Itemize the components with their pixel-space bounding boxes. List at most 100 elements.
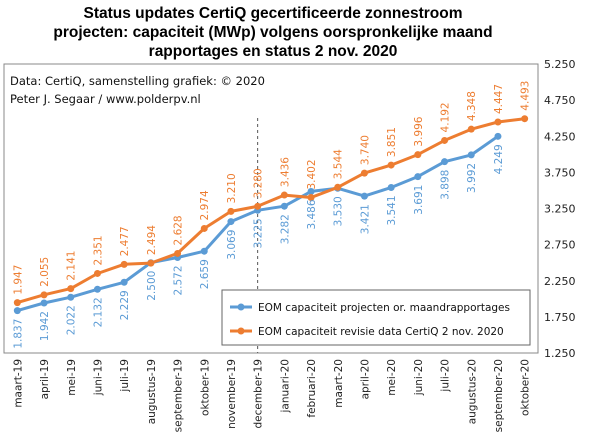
x-tick-label: mei-20 — [386, 359, 398, 396]
series-2-data-label: 3.280 — [253, 168, 265, 198]
series-2-data-label: 2.477 — [119, 226, 131, 256]
chart-title: Status updates CertiQ gecertificeerde zo… — [53, 5, 492, 60]
data-labels: 1.837 1.942 2.022 2.132 2.229 2.500 2.572 2.659… — [12, 81, 531, 349]
series-1-data-label: 2.659 — [199, 259, 211, 289]
legend-box — [221, 289, 531, 346]
series-1-data-label: 4.249 — [493, 144, 505, 174]
y-tick-label: 3.750 — [544, 166, 576, 179]
series-2-point — [200, 224, 208, 232]
series-2-data-label: 2.628 — [173, 215, 185, 245]
series-1-data-label: 3.225 — [253, 218, 265, 248]
series-1-data-label: 3.069 — [226, 230, 238, 260]
series-2-point — [147, 259, 155, 267]
series-1-point — [307, 187, 315, 195]
y-tick-label: 5.250 — [544, 58, 576, 71]
series-2-data-label: 4.493 — [520, 81, 532, 111]
series-1-data-label: 2.132 — [92, 297, 104, 327]
series-2-point — [334, 183, 342, 191]
series-1-point — [360, 192, 368, 200]
series-2-point — [387, 161, 395, 169]
series-1-data-label: 3.541 — [386, 195, 398, 225]
x-tick-label: oktober-20 — [520, 359, 532, 416]
legend-marker-series-2 — [237, 327, 245, 335]
x-tick-label: augustus-20 — [466, 359, 478, 424]
series-2-point — [521, 115, 529, 123]
series-2-point — [40, 291, 48, 299]
series-1-point — [441, 158, 449, 166]
series-2-data-label: 3.402 — [306, 159, 318, 189]
series-1-point — [200, 247, 208, 255]
series-2-point — [467, 125, 475, 133]
series-1-point — [467, 151, 475, 159]
series-2-point — [360, 169, 368, 177]
series-2-data-label: 3.436 — [279, 157, 291, 187]
x-tick-label: augustus-19 — [146, 359, 158, 424]
x-tick-label: juli-20 — [440, 359, 452, 393]
series-2-data-label: 1.947 — [12, 265, 24, 295]
source-line-2: Peter J. Segaar / www.polderpv.nl — [10, 92, 201, 106]
series-2-point — [93, 269, 101, 277]
series-1-data-label: 1.942 — [39, 311, 51, 341]
series-1-point — [40, 299, 48, 307]
series-1-point — [387, 183, 395, 191]
legend-marker-series-1 — [237, 303, 245, 311]
series-2-data-label: 2.351 — [92, 235, 104, 265]
series-1-data-label: 2.572 — [173, 265, 185, 295]
y-tick-label: 3.250 — [544, 203, 576, 216]
series-2-data-label: 3.851 — [386, 127, 398, 157]
x-tick-label: januari-20 — [279, 359, 291, 413]
series-2-point — [441, 136, 449, 144]
x-tick-label: november-19 — [226, 359, 238, 429]
series-2-data-label: 2.974 — [199, 190, 211, 220]
y-tick-label: 4.250 — [544, 130, 576, 143]
source-line-1: Data: CertiQ, samenstelling grafiek: © 2… — [10, 74, 265, 88]
y-tick-label: 2.250 — [544, 275, 576, 288]
x-axis: maart-19 april-19 mei-19 juni-19 juli-19 augu… — [12, 359, 531, 432]
chart-title-line-3: rapportages en status 2 nov. 2020 — [149, 43, 398, 60]
series-1-data-label: 2.229 — [119, 290, 131, 320]
legend-label-series-1: EOM capaciteit projecten or. maandrappor… — [258, 302, 510, 314]
series-2-point — [227, 207, 235, 215]
legend: EOM capaciteit projecten or. maandrappor… — [221, 289, 531, 346]
series-1-point — [67, 293, 75, 301]
y-axis: 1.250 1.750 2.250 2.750 3.250 3.750 4.250 4.750… — [544, 58, 576, 360]
series-1-data-label: 2.500 — [146, 271, 158, 301]
x-tick-label: april-20 — [359, 359, 371, 399]
series-2-point — [120, 260, 128, 268]
series-2-point — [174, 249, 182, 257]
series-1-data-label: 3.421 — [359, 204, 371, 234]
series-1-point — [414, 173, 422, 181]
x-tick-label: september-20 — [493, 359, 505, 432]
x-tick-label: mei-19 — [66, 359, 78, 396]
legend-label-series-2: EOM capaciteit revisie data CertiQ 2 nov… — [258, 326, 504, 338]
series-1-point — [120, 278, 128, 286]
series-2-data-label: 2.055 — [39, 257, 51, 287]
series-2-data-label: 3.210 — [226, 173, 238, 203]
y-tick-label: 1.250 — [544, 347, 576, 360]
series-1-point — [13, 307, 21, 315]
series-1-point — [93, 285, 101, 293]
series-1-data-label: 3.898 — [440, 170, 452, 200]
series-2-point — [414, 151, 422, 159]
series-1-data-label: 1.837 — [12, 319, 24, 349]
series-2-point — [494, 118, 502, 126]
x-tick-label: maart-19 — [12, 359, 24, 408]
series-2-data-label: 2.141 — [66, 251, 78, 281]
series-1-data-label: 3.530 — [333, 196, 345, 226]
series-2-data-label: 3.740 — [359, 135, 371, 165]
x-tick-label: oktober-19 — [199, 359, 211, 416]
series-2-point — [280, 191, 288, 199]
x-tick-label: februari-20 — [306, 359, 318, 418]
series-1-data-label: 3.282 — [279, 214, 291, 244]
series-2-point — [307, 194, 315, 202]
series-1-data-label: 3.486 — [306, 199, 318, 229]
y-tick-label: 1.750 — [544, 311, 576, 324]
x-tick-label: april-19 — [39, 359, 51, 399]
series-2-data-label: 4.192 — [440, 102, 452, 132]
series-layer — [13, 115, 529, 315]
chart-title-line-1: Status updates CertiQ gecertificeerde zo… — [84, 5, 463, 22]
series-2-data-label: 3.544 — [333, 149, 345, 179]
x-tick-label: juli-19 — [119, 359, 131, 393]
